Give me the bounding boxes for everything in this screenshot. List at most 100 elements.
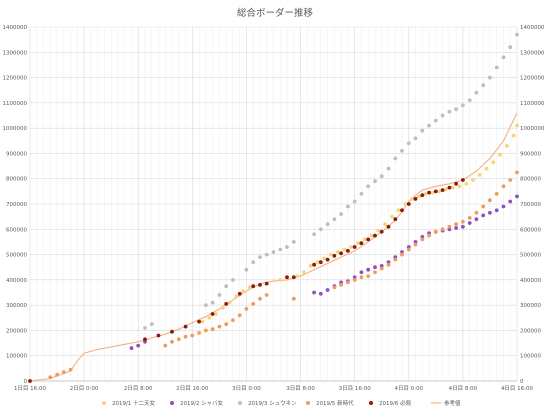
data-point	[508, 45, 513, 50]
data-point	[224, 302, 229, 306]
y-tick-label-right: 600000	[520, 227, 541, 233]
data-point	[447, 185, 452, 190]
y-tick-label-left: 200000	[6, 328, 27, 334]
y-tick-label-right: 900000	[520, 151, 541, 157]
data-point	[433, 189, 438, 194]
data-point	[427, 190, 431, 195]
x-tick-label: 2日目 8:00	[124, 385, 153, 392]
data-point	[214, 312, 218, 316]
data-point	[278, 278, 283, 282]
gridlines	[29, 26, 518, 382]
data-point	[406, 202, 411, 206]
data-point	[322, 256, 327, 261]
data-point	[420, 193, 425, 198]
data-point	[339, 251, 343, 256]
data-point	[413, 242, 418, 247]
data-point	[366, 267, 371, 272]
plot-area	[28, 32, 519, 383]
data-point	[494, 208, 499, 213]
data-point	[369, 233, 374, 238]
data-point	[258, 255, 262, 259]
data-point	[346, 280, 350, 285]
data-point	[231, 278, 235, 282]
data-point	[373, 270, 377, 275]
y-tick-label-left: 300000	[6, 303, 27, 309]
y-tick-label-left: 0	[24, 379, 28, 385]
y-tick-label-left: 600000	[6, 227, 27, 233]
data-point	[359, 270, 364, 275]
data-point	[474, 210, 479, 215]
x-tick-label: 4日目 16:00	[501, 385, 534, 392]
data-point	[61, 370, 66, 374]
data-point	[379, 229, 384, 234]
legend-entry: 2019/2 シャバ女	[170, 399, 224, 407]
data-point	[447, 224, 452, 229]
data-point	[204, 303, 208, 307]
data-point	[488, 210, 492, 215]
data-point	[505, 143, 509, 148]
data-point	[295, 274, 300, 278]
data-point	[440, 227, 445, 232]
data-point	[200, 319, 205, 324]
data-point	[278, 247, 283, 252]
x-tick-label: 2日目 0:00	[70, 385, 99, 392]
data-point	[450, 185, 455, 190]
data-point	[474, 217, 479, 222]
legend-entry: 2019/5 新時代	[306, 399, 354, 407]
data-point	[55, 372, 59, 377]
data-point	[247, 285, 252, 290]
data-point	[379, 174, 384, 179]
data-point	[420, 237, 425, 242]
data-point	[406, 247, 411, 252]
data-point	[312, 262, 316, 267]
data-point	[508, 178, 513, 182]
data-point	[224, 322, 229, 326]
series-3	[143, 32, 519, 330]
data-point	[373, 233, 377, 238]
data-point	[335, 250, 340, 254]
data-point	[356, 241, 360, 246]
y-tick-label-right: 1000000	[520, 126, 545, 132]
data-point	[302, 270, 306, 275]
data-point	[143, 337, 147, 342]
data-point	[515, 32, 519, 37]
data-point	[457, 184, 462, 189]
data-point	[346, 248, 350, 253]
legend-entry: 2019/3 シュウネン	[238, 399, 297, 407]
data-point	[444, 187, 448, 192]
legend: 2019/1 十二天女 2019/2 シャバ女 2019/3 シュウネン 2019/5…	[102, 399, 461, 407]
data-point	[467, 221, 472, 225]
y-tick-label-left: 500000	[6, 253, 27, 259]
data-point	[498, 152, 502, 157]
data-point	[464, 181, 469, 186]
data-point	[393, 217, 398, 222]
data-point	[271, 250, 276, 254]
data-point	[491, 160, 496, 165]
data-point	[400, 252, 404, 257]
data-point	[501, 55, 506, 60]
data-point	[386, 166, 391, 171]
data-point	[461, 219, 465, 224]
chart-title: 総合ボーダー推移	[237, 7, 314, 19]
data-point	[461, 224, 465, 229]
data-point	[390, 214, 394, 219]
data-point	[481, 204, 486, 209]
data-point	[170, 329, 174, 334]
y-tick-label-right: 1400000	[520, 25, 545, 31]
data-point	[197, 331, 202, 335]
data-point	[396, 208, 401, 213]
y-tick-label-left: 900000	[6, 151, 27, 157]
x-tick-label: 3日目 8:00	[286, 385, 315, 392]
legend-entry: 参考値	[431, 399, 461, 407]
data-point	[433, 118, 438, 123]
data-point	[400, 208, 404, 213]
x-tick-label: 4日目 8:00	[449, 385, 478, 392]
data-point	[484, 166, 489, 171]
data-point	[410, 197, 415, 201]
legend-swatch-dot	[306, 401, 310, 405]
data-point	[366, 237, 371, 242]
data-point	[217, 293, 222, 297]
data-point	[170, 339, 174, 344]
data-point	[488, 198, 492, 203]
